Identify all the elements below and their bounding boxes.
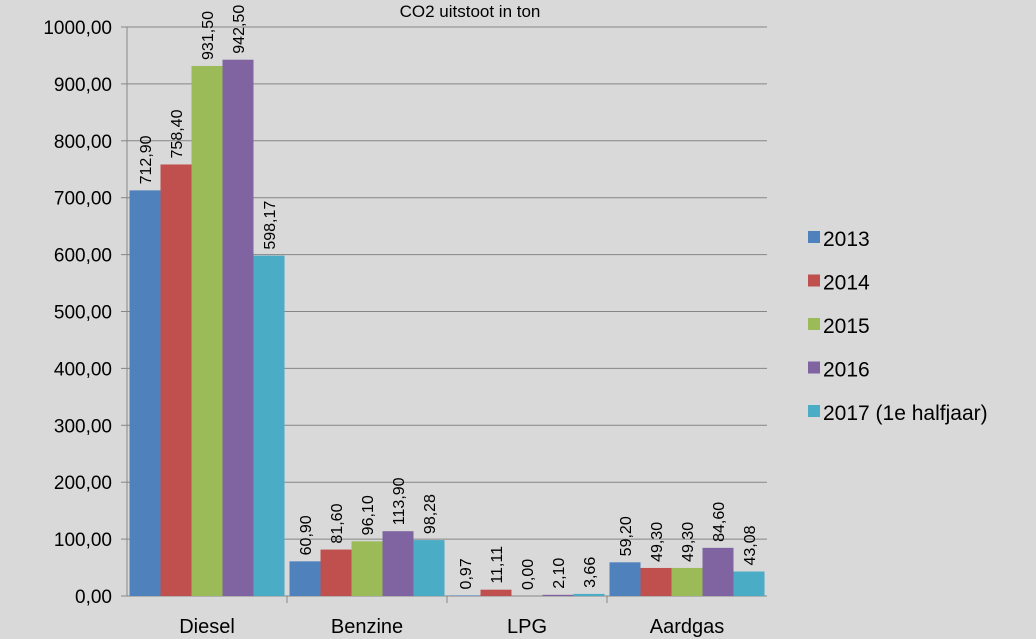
bar xyxy=(320,549,352,596)
data-label: 0,00 xyxy=(520,559,537,590)
bar xyxy=(129,190,161,596)
data-label: 59,20 xyxy=(618,516,635,556)
x-category-label: Aardgas xyxy=(650,616,725,638)
data-label: 96,10 xyxy=(360,495,377,535)
data-label: 11,11 xyxy=(489,546,506,584)
legend-entry-label: 2015 xyxy=(823,315,870,338)
y-tick-label: 900,00 xyxy=(54,75,112,96)
y-tick-label: 800,00 xyxy=(54,132,112,153)
y-tick-label: 300,00 xyxy=(54,416,112,437)
legend-entry-label: 2017 (1e halfjaar) xyxy=(823,402,988,425)
data-label: 60,90 xyxy=(298,515,315,555)
data-labels: 712,90 758,40 931,50 942,50 598,17 60,90 81,60… xyxy=(138,5,759,590)
y-tick-label: 500,00 xyxy=(54,303,112,324)
legend-swatch xyxy=(808,274,820,287)
bar xyxy=(191,65,223,596)
data-label: 113,90 xyxy=(391,477,408,525)
data-label: 0,97 xyxy=(458,558,475,589)
legend-entry-label: 2014 xyxy=(823,272,870,295)
bar xyxy=(253,255,285,596)
data-label: 49,30 xyxy=(680,522,697,562)
data-label: 84,60 xyxy=(711,502,728,542)
legend: 2013 2014 2015 2016 2017 (1e halfjaar) xyxy=(808,228,988,425)
y-tick-label: 700,00 xyxy=(54,189,112,210)
bars xyxy=(129,59,765,596)
bar xyxy=(413,540,445,596)
x-category-label: Benzine xyxy=(331,616,403,638)
bar xyxy=(733,571,765,596)
bar xyxy=(573,593,605,596)
legend-swatch xyxy=(808,361,820,374)
bar xyxy=(160,164,192,596)
x-category-label: Diesel xyxy=(179,616,235,638)
data-label: 81,60 xyxy=(329,503,346,543)
y-tick-label: 400,00 xyxy=(54,359,112,380)
data-label: 712,90 xyxy=(138,135,155,184)
data-label: 43,08 xyxy=(742,525,759,565)
bar xyxy=(289,561,321,596)
legend-swatch xyxy=(808,405,820,417)
x-axis-category-labels: Diesel Benzine LPG Aardgas xyxy=(179,616,724,638)
bar xyxy=(222,59,254,596)
y-tick-label: 1000,00 xyxy=(43,18,112,39)
legend-swatch xyxy=(808,318,820,330)
data-label: 2,10 xyxy=(551,558,568,589)
bar xyxy=(702,547,734,596)
bar xyxy=(609,562,641,596)
y-axis-tick-labels: 0,00 100,00 200,00 300,00 400,00 500,00 600,00… xyxy=(43,18,112,608)
legend-entry-label: 2013 xyxy=(823,228,870,251)
bar xyxy=(542,594,574,596)
bar xyxy=(449,595,481,596)
bar xyxy=(480,589,512,596)
x-category-label: LPG xyxy=(507,616,547,638)
legend-entry-label: 2016 xyxy=(823,359,870,382)
bar xyxy=(671,567,703,596)
y-tick-label: 100,00 xyxy=(54,530,112,551)
legend-swatch xyxy=(808,231,820,243)
chart-title: CO2 uitstoot in ton xyxy=(400,2,541,21)
bar xyxy=(382,531,414,596)
data-label: 758,40 xyxy=(169,109,186,158)
y-tick-label: 0,00 xyxy=(75,587,112,608)
data-label: 942,50 xyxy=(231,5,248,54)
data-label: 931,50 xyxy=(200,11,217,60)
data-label: 98,28 xyxy=(422,494,439,534)
bar xyxy=(351,541,383,596)
y-tick-label: 200,00 xyxy=(54,473,112,494)
data-label: 49,30 xyxy=(649,522,666,562)
y-tick-label: 600,00 xyxy=(54,246,112,267)
bar xyxy=(640,567,672,596)
data-label: 3,66 xyxy=(582,557,599,588)
data-label: 598,17 xyxy=(262,201,279,250)
